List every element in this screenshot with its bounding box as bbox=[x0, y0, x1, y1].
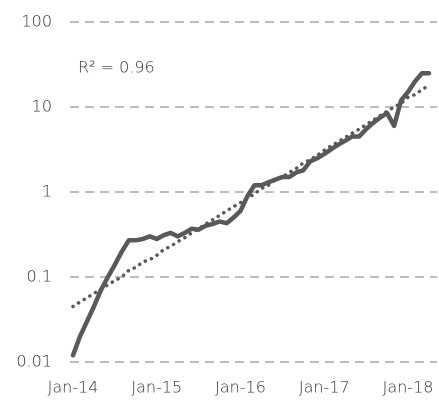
x-tick-label: Jan-15 bbox=[131, 378, 182, 397]
y-tick-label: 10 bbox=[32, 97, 52, 116]
y-tick-label: 0.01 bbox=[16, 352, 52, 371]
trend-line bbox=[71, 83, 431, 309]
y-tick-label: 1 bbox=[42, 182, 52, 201]
annotation: R² = 0.96 bbox=[78, 58, 155, 77]
y-tick-label: 100 bbox=[21, 12, 52, 31]
y-tick-label: 0.1 bbox=[27, 267, 52, 286]
x-tick-label: Jan-17 bbox=[299, 378, 350, 397]
data-line bbox=[70, 70, 432, 358]
plot: 0.01 0.1 1 10 100 Jan-14 Jan-15 Jan-16 Jan-17 Jan… bbox=[16, 12, 437, 397]
x-tick-label: Jan-16 bbox=[215, 378, 266, 397]
x-tick-label: Jan-18 bbox=[383, 378, 434, 397]
x-tick-label: Jan-14 bbox=[48, 378, 99, 397]
